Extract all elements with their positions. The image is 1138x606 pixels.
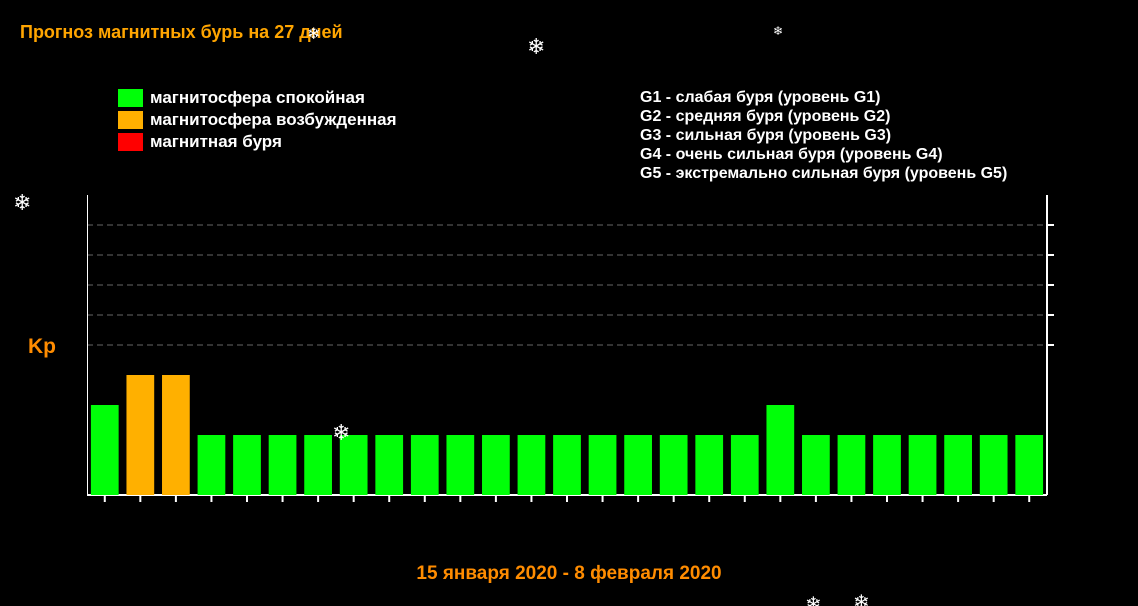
g-level-tick-label: G5 bbox=[1058, 216, 1081, 235]
bar bbox=[446, 435, 474, 495]
bar bbox=[269, 435, 297, 495]
bar bbox=[233, 435, 261, 495]
x-tick-label: 25 bbox=[521, 505, 541, 525]
x-tick-label: 19 bbox=[308, 505, 328, 525]
snowflake-icon: ❄ bbox=[853, 590, 870, 606]
snowflake-icon: ❄ bbox=[527, 34, 545, 60]
x-tick-label: 21 bbox=[379, 505, 399, 525]
g-level-tick-label: G4 bbox=[1058, 246, 1081, 265]
legend-swatch bbox=[118, 111, 143, 129]
x-tick-label: 29 bbox=[664, 505, 684, 525]
legend-label: магнитосфера возбужденная bbox=[150, 110, 397, 130]
snowflake-icon: ❄ bbox=[13, 190, 31, 216]
bar bbox=[162, 375, 190, 495]
g-level-tick-label: G2 bbox=[1058, 306, 1081, 325]
snowflake-icon: ❄ bbox=[773, 24, 783, 38]
bar bbox=[731, 435, 759, 495]
bar bbox=[553, 435, 581, 495]
bar bbox=[980, 435, 1008, 495]
legend-label: магнитосфера спокойная bbox=[150, 88, 365, 108]
g-level-item: G5 - экстремально сильная буря (уровень … bbox=[640, 164, 1007, 183]
bar bbox=[873, 435, 901, 495]
x-tick-label: 17 bbox=[237, 505, 257, 525]
bar bbox=[695, 435, 723, 495]
bar bbox=[91, 405, 119, 495]
x-tick-label: 02 bbox=[806, 505, 826, 525]
x-tick-label: 23 bbox=[450, 505, 470, 525]
x-tick-label: 13 bbox=[95, 505, 115, 525]
g-level-tick-label: G3 bbox=[1058, 276, 1081, 295]
kp-bar-chart: 012345678910G1G2G3G4G5131517192123252729… bbox=[87, 195, 1087, 525]
bar bbox=[802, 435, 830, 495]
legend-item: магнитосфера возбужденная bbox=[118, 110, 397, 130]
bar bbox=[1015, 435, 1043, 495]
chart-svg: 012345678910G1G2G3G4G5131517192123252729… bbox=[87, 195, 1087, 525]
legend-states: магнитосфера спокойнаямагнитосфера возбу… bbox=[118, 88, 397, 154]
bar bbox=[660, 435, 688, 495]
bar bbox=[198, 435, 226, 495]
title-text: Прогноз магнитных бурь на 27 дней bbox=[20, 22, 343, 42]
bar bbox=[482, 435, 510, 495]
x-tick-label: 15 bbox=[166, 505, 186, 525]
x-tick-label: 06 bbox=[948, 505, 968, 525]
g-level-item: G4 - очень сильная буря (уровень G4) bbox=[640, 145, 1007, 164]
bar bbox=[411, 435, 439, 495]
bar bbox=[304, 435, 332, 495]
bar bbox=[909, 435, 937, 495]
legend-g-levels: G1 - слабая буря (уровень G1)G2 - средня… bbox=[640, 88, 1007, 183]
bar bbox=[624, 435, 652, 495]
x-tick-label: 31 bbox=[735, 505, 755, 525]
bar bbox=[589, 435, 617, 495]
g-level-item: G1 - слабая буря (уровень G1) bbox=[640, 88, 1007, 107]
g-level-tick-label: G1 bbox=[1058, 336, 1081, 355]
g-level-item: G2 - средняя буря (уровень G2) bbox=[640, 107, 1007, 126]
x-tick-label: 27 bbox=[593, 505, 613, 525]
date-range-text: 15 января 2020 - 8 февраля 2020 bbox=[416, 563, 721, 584]
snowflake-icon: ❄ bbox=[805, 592, 822, 606]
page-title: Прогноз магнитных бурь на 27 дней bbox=[20, 22, 343, 43]
legend-swatch bbox=[118, 89, 143, 107]
bar bbox=[340, 435, 368, 495]
legend-item: магнитосфера спокойная bbox=[118, 88, 397, 108]
bar bbox=[944, 435, 972, 495]
bar bbox=[126, 375, 154, 495]
bar bbox=[838, 435, 866, 495]
legend-swatch bbox=[118, 133, 143, 151]
date-range: 15 января 2020 - 8 февраля 2020 bbox=[0, 563, 1138, 585]
bar bbox=[518, 435, 546, 495]
legend-item: магнитная буря bbox=[118, 132, 397, 152]
x-tick-label: 08 bbox=[1019, 505, 1039, 525]
y-axis-label: Kp bbox=[28, 335, 56, 359]
bar bbox=[375, 435, 403, 495]
y-axis-label-text: Kp bbox=[28, 335, 56, 358]
bar bbox=[766, 405, 794, 495]
g-level-item: G3 - сильная буря (уровень G3) bbox=[640, 126, 1007, 145]
legend-label: магнитная буря bbox=[150, 132, 282, 152]
x-tick-label: 04 bbox=[877, 505, 897, 525]
